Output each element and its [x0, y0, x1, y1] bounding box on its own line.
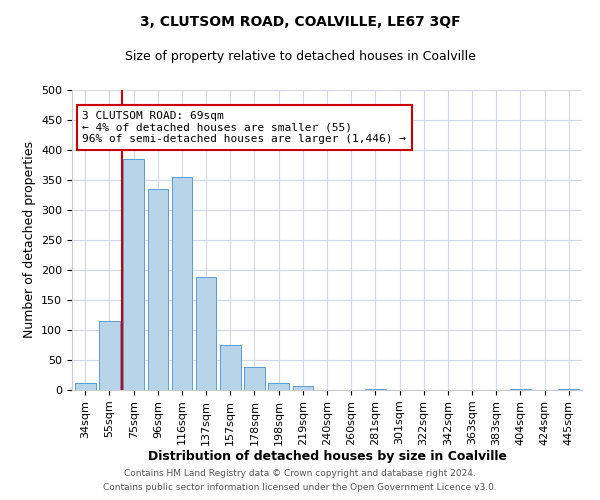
Bar [196, 277, 217, 390]
Text: Size of property relative to detached houses in Coalville: Size of property relative to detached ho… [125, 50, 475, 63]
Bar [75, 383, 95, 390]
Bar [172, 177, 192, 390]
Bar [124, 159, 144, 390]
Text: Contains public sector information licensed under the Open Government Licence v3: Contains public sector information licen… [103, 484, 497, 492]
Bar [148, 189, 168, 390]
Bar [244, 367, 265, 390]
Bar [268, 383, 289, 390]
Bar [559, 389, 579, 390]
Text: 3, CLUTSOM ROAD, COALVILLE, LE67 3QF: 3, CLUTSOM ROAD, COALVILLE, LE67 3QF [140, 15, 460, 29]
Bar [99, 321, 120, 390]
Text: 3 CLUTSOM ROAD: 69sqm
← 4% of detached houses are smaller (55)
96% of semi-detac: 3 CLUTSOM ROAD: 69sqm ← 4% of detached h… [82, 111, 406, 144]
Bar [365, 389, 386, 390]
X-axis label: Distribution of detached houses by size in Coalville: Distribution of detached houses by size … [148, 450, 506, 464]
Text: Contains HM Land Registry data © Crown copyright and database right 2024.: Contains HM Land Registry data © Crown c… [124, 468, 476, 477]
Bar [220, 345, 241, 390]
Y-axis label: Number of detached properties: Number of detached properties [23, 142, 35, 338]
Bar [293, 386, 313, 390]
Bar [510, 389, 530, 390]
